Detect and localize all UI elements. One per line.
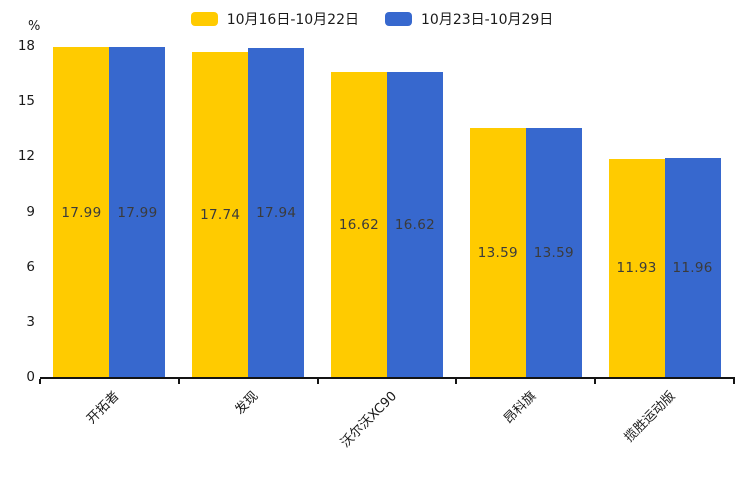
bar-value-label: 13.59 (533, 245, 574, 262)
x-category-label: 揽胜运动版 (621, 388, 679, 446)
legend-swatch-week2 (385, 12, 412, 26)
legend-item-week1: 10月16日-10月22日 (190, 9, 359, 29)
bar-group: 17.99 17.99 (40, 47, 179, 378)
bar-group: 11.93 11.96 (595, 47, 734, 378)
bar-series1: 13.59 (469, 128, 526, 378)
legend-swatch-week1 (190, 12, 218, 26)
bar-value-label: 13.59 (477, 245, 518, 262)
bar-groups: 17.99 17.99 17.74 17.94 16.62 16.62 13.59 13.59… (40, 47, 734, 378)
x-axis-tick (316, 379, 319, 384)
y-tick-label: 0 (26, 369, 35, 385)
y-tick-label: 12 (17, 148, 35, 165)
y-axis-unit-label: % (28, 19, 41, 34)
bar-group: 13.59 13.59 (456, 47, 595, 378)
x-category-label: 沃尔沃XC90 (338, 388, 401, 451)
x-axis-tick (594, 379, 597, 384)
bar-series2: 16.62 (386, 72, 443, 378)
y-tick-label: 9 (26, 203, 35, 220)
bar-value-label: 11.93 (616, 260, 657, 277)
bar-series2: 17.94 (248, 48, 305, 378)
x-category-label: 昂科旗 (501, 388, 540, 428)
bar-series2: 17.99 (109, 47, 166, 378)
bar-series1: 17.99 (53, 47, 110, 378)
x-axis-tick (733, 379, 735, 384)
x-category-label: 发现 (232, 388, 262, 418)
x-axis-tick (39, 379, 41, 384)
x-axis-tick (455, 379, 458, 384)
plot-area: 17.99 17.99 17.74 17.94 16.62 16.62 13.59 13.59… (40, 47, 734, 378)
legend-label-week2: 10月23日-10月29日 (421, 12, 554, 28)
bar-series2: 13.59 (525, 128, 582, 378)
legend-label-week1: 10月16日-10月22日 (226, 12, 359, 28)
bar-value-label: 16.62 (394, 217, 436, 234)
bar-value-label: 17.74 (200, 206, 241, 223)
bar-value-label: 16.62 (338, 217, 380, 234)
bar-series2: 11.96 (664, 158, 721, 378)
y-tick-label: 15 (17, 93, 35, 110)
x-category-label: 开拓者 (84, 388, 123, 428)
legend-item-week2: 10月23日-10月29日 (385, 9, 553, 29)
legend: 10月16日-10月22日 10月23日-10月29日 (0, 9, 744, 29)
y-tick-label: 6 (26, 258, 35, 275)
bar-value-label: 17.99 (61, 204, 102, 221)
bar-series1: 17.74 (192, 51, 249, 378)
y-tick-label: 18 (17, 38, 35, 54)
bar-group: 17.74 17.94 (179, 47, 318, 378)
bar-series1: 16.62 (330, 72, 387, 378)
x-axis-tick (177, 379, 180, 384)
bar-series1: 11.93 (608, 158, 665, 378)
bar-value-label: 11.96 (672, 260, 713, 277)
x-axis-line (40, 377, 735, 379)
y-tick-label: 3 (26, 313, 35, 330)
bar-value-label: 17.94 (256, 205, 297, 222)
bar-group: 16.62 16.62 (318, 47, 457, 378)
bar-value-label: 17.99 (117, 204, 158, 221)
